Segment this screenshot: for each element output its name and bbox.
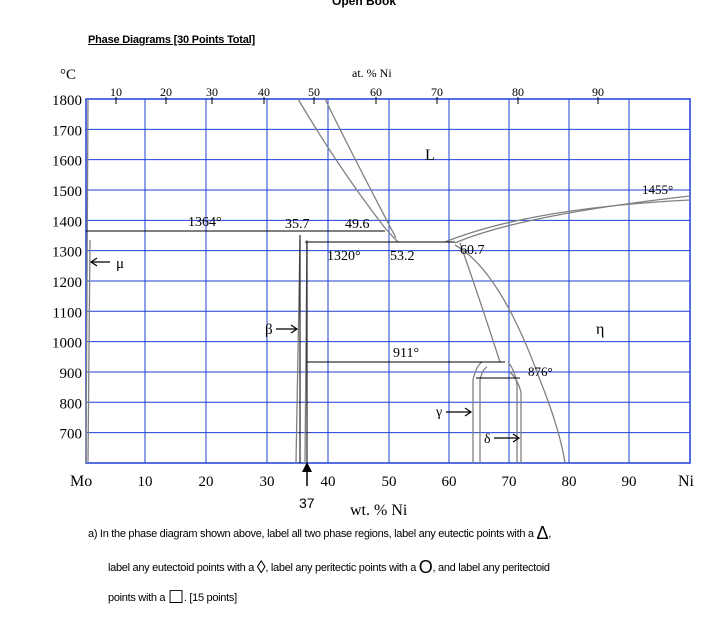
triangle-icon: Δ (536, 523, 549, 543)
label-eta: η (596, 321, 604, 338)
question-text-2b: , label any peritectic points with a (265, 562, 419, 574)
y-unit-label: °C (60, 67, 76, 83)
plot-frame (85, 98, 691, 464)
grid-lines (86, 99, 690, 463)
top-tick-label: 10 (110, 85, 122, 99)
gamma-solvus-left (459, 242, 501, 363)
left-tick-label: 900 (60, 366, 83, 382)
mu-boundary-inner (87, 239, 91, 464)
question-text-3b: . [15 points] (183, 592, 237, 604)
bottom-tick-label: 90 (622, 474, 637, 490)
bottom-tick-label: 80 (562, 474, 577, 490)
label-876: 876° (528, 364, 553, 379)
question-text-1a: a) In the phase diagram shown above, lab… (88, 528, 537, 540)
solidus-right (444, 199, 691, 243)
question-line-2: label any eutectoid points with a ◊, lab… (108, 557, 550, 577)
left-tick-label: 1600 (52, 154, 82, 170)
label-49-6: 49.6 (345, 217, 370, 232)
label-mu: μ (116, 256, 124, 272)
left-tick-label: 1300 (52, 245, 82, 261)
bottom-tick-label: 60 (442, 474, 457, 490)
top-tick-label: 20 (160, 85, 172, 99)
label-1364: 1364° (188, 215, 222, 230)
left-tick-label: 1000 (52, 336, 82, 352)
left-tick-label: 800 (60, 396, 83, 412)
top-ticks: 10 20 30 40 50 60 70 80 90 (110, 85, 604, 104)
beta-left (295, 239, 301, 464)
gamma-arch-right-inner (509, 371, 522, 463)
top-tick-label: 70 (431, 85, 443, 99)
question-text-1b: , (548, 528, 551, 540)
bottom-ticks: 10 20 30 40 50 60 70 80 90 (138, 474, 637, 490)
circle-icon: O (418, 557, 433, 577)
label-beta: β (265, 322, 273, 338)
top-tick-label: 40 (258, 85, 270, 99)
label-911: 911° (393, 346, 419, 361)
question-text-2c: , and label any peritectoid (432, 562, 550, 574)
label-delta: δ (484, 432, 491, 447)
top-tick-label: 30 (206, 85, 218, 99)
question-line-1: a) In the phase diagram shown above, lab… (88, 523, 551, 543)
label-53-2: 53.2 (390, 249, 415, 264)
section-title: Phase Diagrams [30 Points Total] (88, 34, 256, 46)
left-ticks: 1800 1700 1600 1500 1400 1300 1200 1100 1000 900 8… (52, 93, 82, 443)
bottom-tick-label: 20 (199, 474, 214, 490)
label-1320: 1320° (327, 249, 361, 264)
top-tick-label: 50 (308, 85, 320, 99)
bottom-tick-label: 40 (321, 474, 336, 490)
liquidus-left (297, 98, 386, 229)
page-header: Open Book (331, 0, 396, 8)
top-axis-label: at. % Ni (352, 66, 392, 80)
reaction-lines (86, 230, 520, 463)
mu-arrow-icon (89, 257, 110, 267)
delta-arrow-icon (494, 433, 521, 443)
gamma-arch-left (472, 361, 483, 463)
bottom-tick-label: 70 (502, 474, 517, 490)
question-line-3: points with a ☐. [15 points] (108, 587, 237, 607)
left-tick-label: 1100 (53, 305, 82, 321)
label-1455: 1455° (642, 182, 673, 197)
bottom-axis-label: wt. % Ni (350, 502, 408, 519)
bottom-tick-label: 30 (260, 474, 275, 490)
left-tick-label: 1200 (52, 275, 82, 291)
gamma-arch-left-inner (479, 366, 488, 463)
marker-value: 37 (299, 495, 315, 511)
bottom-left-label: Mo (70, 473, 92, 490)
gamma-arrow-icon (446, 407, 473, 417)
diamond-icon: ◊ (256, 557, 266, 577)
question-text-3a: points with a (108, 592, 169, 604)
liquidus-left-inner (324, 98, 397, 239)
beta-arrow-icon (276, 324, 299, 334)
label-liquid: L (425, 147, 435, 164)
bottom-tick-label: 50 (382, 474, 397, 490)
marker-arrowhead-icon (302, 462, 312, 472)
left-tick-label: 1400 (52, 214, 82, 230)
mu-boundary (85, 98, 89, 464)
label-60-7: 60.7 (460, 243, 485, 258)
left-tick-label: 1700 (52, 123, 82, 139)
left-tick-label: 700 (60, 427, 83, 443)
liquidus-right (454, 195, 691, 244)
top-tick-label: 60 (370, 85, 382, 99)
left-tick-label: 1800 (52, 93, 82, 109)
square-icon: ☐ (168, 587, 184, 607)
eutectic-dip (384, 227, 399, 243)
top-tick-label: 90 (592, 85, 604, 99)
label-35-7: 35.7 (285, 217, 310, 232)
top-tick-label: 80 (512, 85, 524, 99)
label-gamma: γ (435, 405, 442, 420)
left-tick-label: 1500 (52, 184, 82, 200)
bottom-tick-label: 10 (138, 474, 153, 490)
question-text-2a: label any eutectoid points with a (108, 562, 257, 574)
gamma-arch-right (507, 361, 518, 463)
bottom-right-label: Ni (678, 473, 695, 490)
phase-diagram: °C at. % Ni 10 20 30 40 50 60 70 80 90 180017001… (52, 66, 695, 519)
eta-solvus (454, 244, 566, 464)
